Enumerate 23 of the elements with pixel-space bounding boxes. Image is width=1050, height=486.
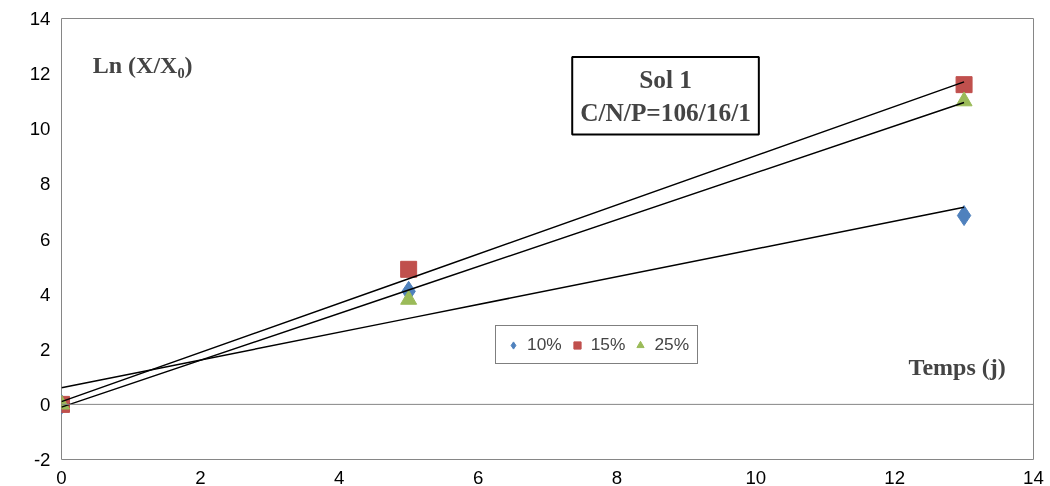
legend-label: 25% (654, 334, 690, 355)
x-tick-label: 10 (745, 466, 767, 486)
y-tick-label: 10 (29, 118, 51, 140)
y-tick-label: 12 (29, 63, 51, 85)
x-tick-label: 0 (56, 466, 67, 486)
x-tick-label: 14 (1023, 466, 1044, 486)
y-axis-title: Ln (X/X₀) (92, 52, 193, 79)
x-tick-label: 2 (195, 466, 206, 486)
text: Sol 1 C/N/P=106/16/1 (580, 64, 751, 127)
y-tick-label: 2 (40, 338, 51, 360)
x-tick-label: 8 (611, 466, 623, 486)
x-tick-label: 6 (472, 466, 484, 486)
legend-label: 15% (590, 334, 626, 355)
y-tick-label: -2 (33, 449, 51, 470)
y-tick-label: 4 (40, 283, 51, 305)
x-axis-title: Temps (j) (908, 354, 1006, 381)
y-tick-label: 6 (40, 228, 51, 250)
legend-label: 10% (527, 334, 562, 355)
x-tick-label: 4 (334, 466, 345, 486)
y-tick-label: 0 (40, 393, 51, 415)
y-tick-label: 8 (40, 173, 51, 195)
x-tick-label: 12 (884, 466, 906, 486)
y-tick-label: 14 (29, 8, 51, 29)
